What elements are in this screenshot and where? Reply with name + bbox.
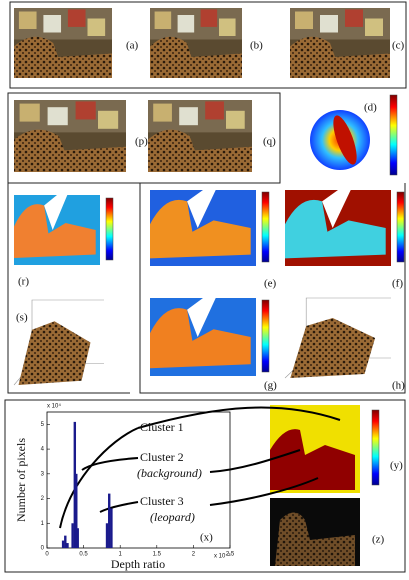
figure: (a) (b) (c) (p) (q) (d) (r) (s) (e) (f) … xyxy=(0,0,409,575)
bar xyxy=(64,536,66,548)
annotation: Cluster 2 xyxy=(140,450,184,464)
photo-detail xyxy=(345,9,363,27)
point-cloud xyxy=(290,318,375,378)
bar xyxy=(62,541,64,548)
panel-label: (f) xyxy=(392,278,403,290)
panel-label: (z) xyxy=(372,534,385,546)
bar xyxy=(106,523,108,548)
x-tick-label: 2.5 xyxy=(226,552,235,558)
photo-detail xyxy=(295,12,313,30)
y-tick-label: 3 xyxy=(41,471,45,477)
photo-detail xyxy=(48,107,68,125)
panel-label: (g) xyxy=(264,380,277,392)
photo-detail xyxy=(365,19,383,37)
y-tick-label: 2 xyxy=(41,496,45,502)
x-tick-label: 0 xyxy=(45,552,49,558)
x-tick-label: 1.5 xyxy=(153,552,162,558)
y-axis-label: Number of pixels xyxy=(14,438,28,522)
x-tick-label: 2 xyxy=(192,552,196,558)
colorbar xyxy=(262,192,269,262)
y-tick-label: 5 xyxy=(41,422,45,428)
panel-label: (x) xyxy=(200,532,213,544)
bar xyxy=(66,543,68,548)
photo-detail xyxy=(219,19,236,37)
photo-detail xyxy=(43,15,61,33)
photo-detail xyxy=(98,111,118,129)
point-cloud xyxy=(19,321,91,385)
annotation: Cluster 1 xyxy=(140,420,184,434)
y-tick-label: 4 xyxy=(41,447,45,453)
panel-label: (q) xyxy=(263,136,276,148)
colorbar xyxy=(397,192,404,262)
panel-label: (s) xyxy=(16,312,28,324)
annotation: (leopard) xyxy=(150,510,195,524)
x-tick-label: 0.5 xyxy=(79,552,88,558)
colorbar xyxy=(106,198,113,260)
photo-detail xyxy=(68,9,86,27)
panel-label: (b) xyxy=(250,40,263,52)
annotation: (background) xyxy=(137,466,202,480)
photo-detail xyxy=(155,12,172,30)
y-tick-label: 0 xyxy=(41,546,45,552)
photo-detail xyxy=(201,9,218,27)
panel-label: (a) xyxy=(126,40,139,52)
colorbar xyxy=(262,300,269,372)
bar xyxy=(77,528,79,548)
photo-detail xyxy=(153,104,172,122)
bar xyxy=(108,494,110,548)
colorbar xyxy=(390,95,397,175)
x-axis-label: Depth ratio xyxy=(111,557,165,571)
photo-detail xyxy=(320,15,338,33)
panel-label: (d) xyxy=(364,102,377,114)
photo-detail xyxy=(205,101,224,119)
panel-label: (c) xyxy=(392,40,405,52)
photo-detail xyxy=(20,104,40,122)
panel-label: (e) xyxy=(264,278,277,290)
bar xyxy=(71,523,73,548)
y-multiplier: x 10⁴ xyxy=(47,403,61,410)
panel-label: (y) xyxy=(390,460,403,472)
panel-label: (h) xyxy=(392,380,405,392)
panel-label: (p) xyxy=(135,136,148,148)
annotation: Cluster 3 xyxy=(140,494,184,508)
photo-detail xyxy=(226,111,245,129)
photo-detail xyxy=(179,107,198,125)
photo-detail xyxy=(178,15,195,33)
photo-detail xyxy=(76,101,96,119)
colorbar xyxy=(372,410,379,485)
photo-detail xyxy=(88,19,106,37)
panel-label: (r) xyxy=(18,276,29,288)
photo-detail xyxy=(19,12,37,30)
bar xyxy=(110,508,112,548)
y-tick-label: 1 xyxy=(41,521,45,527)
